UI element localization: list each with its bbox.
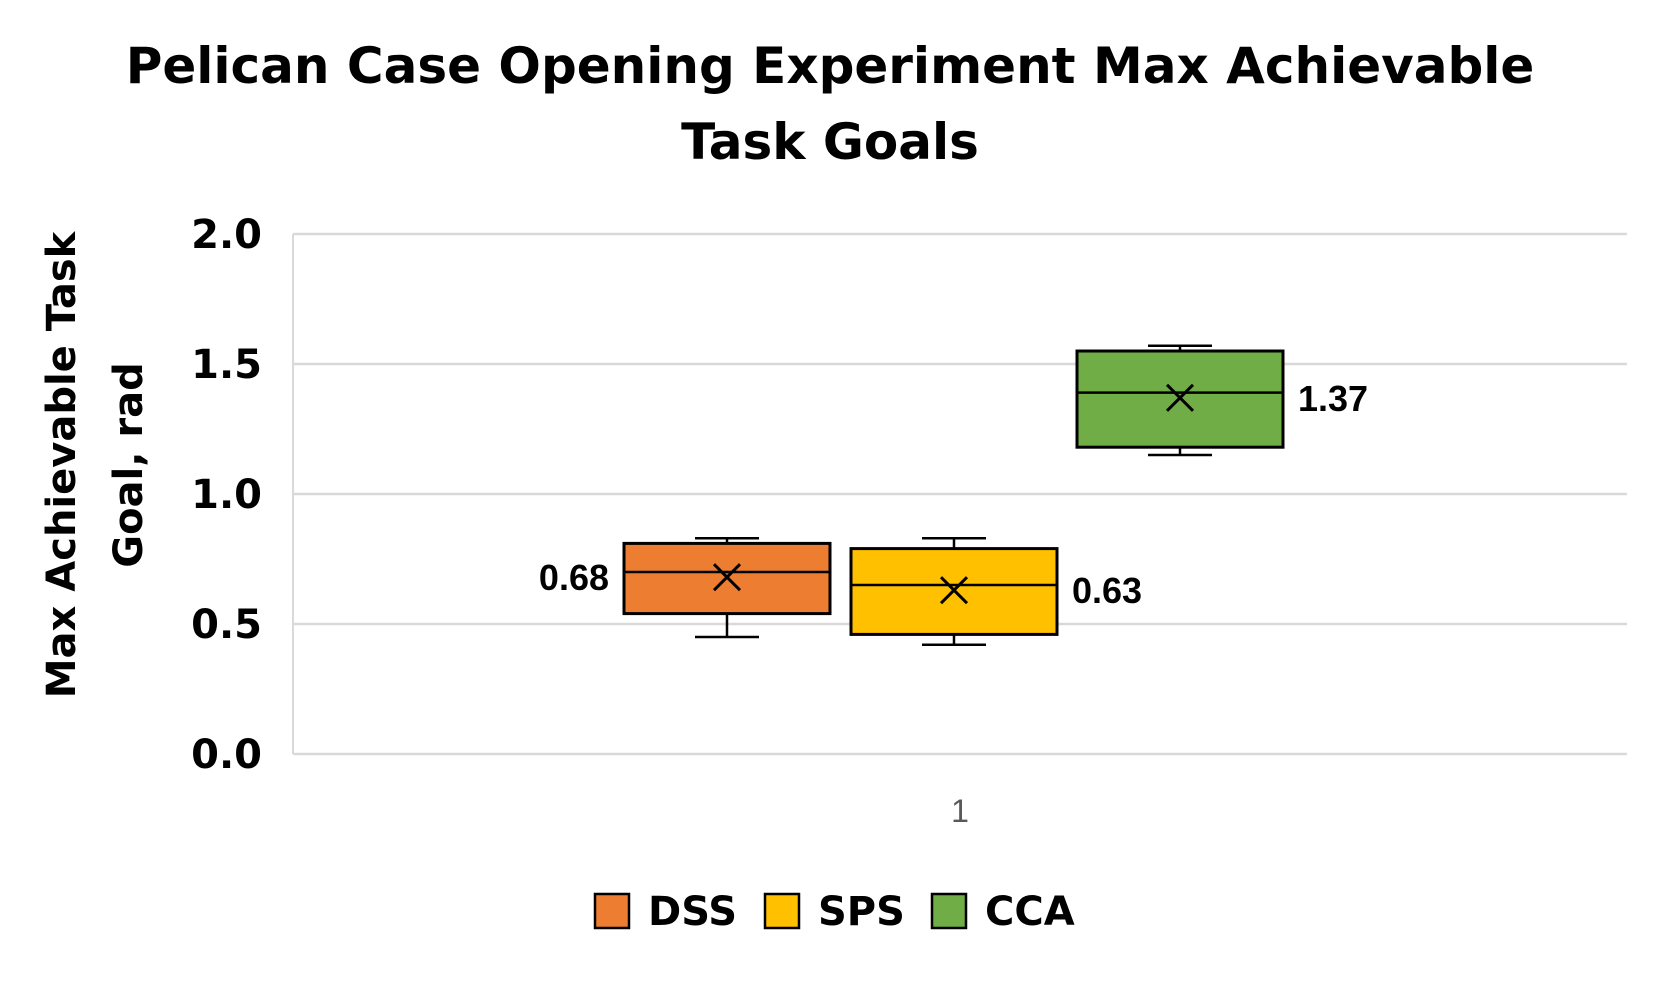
y-axis-ticks: 0.0 0.5 1.0 1.5 2.0 [191, 212, 262, 778]
y-tick-label: 0.5 [191, 602, 262, 648]
y-tick-label: 1.5 [191, 342, 262, 388]
legend-item-dss: DSS [593, 889, 737, 935]
box-dss: 0.68 [539, 536, 832, 639]
box-sps: 0.63 [849, 536, 1142, 647]
legend-swatch [930, 892, 968, 930]
mean-marker [939, 576, 969, 605]
legend-swatch [763, 892, 801, 930]
y-tick-label: 0.0 [191, 732, 262, 778]
legend-item-sps: SPS [763, 889, 905, 935]
y-tick-label: 2.0 [191, 212, 262, 258]
box-plots: 0.68 0.63 1.37 [539, 344, 1368, 647]
legend-swatch [593, 892, 631, 930]
mean-marker [1165, 383, 1195, 412]
gridlines [292, 232, 1627, 756]
legend-item-cca: CCA [930, 889, 1075, 935]
legend: DSS SPS CCA [593, 889, 1075, 935]
legend-label: CCA [985, 889, 1075, 935]
x-axis-categories: 1 [951, 793, 969, 829]
mean-marker [712, 563, 742, 592]
mean-data-label: 0.68 [539, 557, 609, 598]
legend-label: SPS [818, 889, 905, 935]
y-axis-label-line-1: Max Achievable Task [39, 230, 85, 698]
mean-data-label: 0.63 [1072, 570, 1142, 611]
y-tick-label: 1.0 [191, 472, 262, 518]
y-axis-label-line-2: Goal, rad [106, 362, 152, 568]
chart-title: Pelican Case Opening Experiment Max Achi… [125, 37, 1535, 171]
box-cca: 1.37 [1075, 344, 1368, 457]
legend-label: DSS [648, 889, 737, 935]
x-category-label: 1 [951, 793, 969, 829]
mean-data-label: 1.37 [1298, 378, 1368, 419]
y-axis-label: Max Achievable Task Goal, rad [39, 230, 152, 698]
